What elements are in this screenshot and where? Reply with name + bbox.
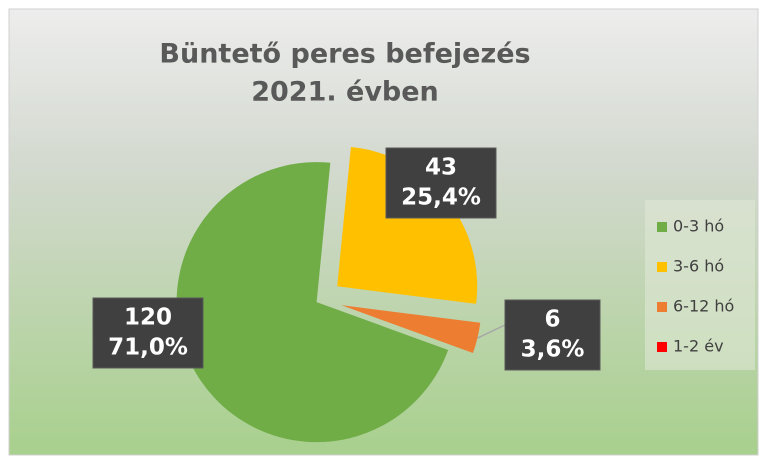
legend-swatch [657, 222, 667, 232]
legend-label: 0-3 hó [673, 217, 724, 236]
legend-label: 6-12 hó [673, 297, 734, 316]
data-label-box [92, 297, 204, 369]
data-label-box [385, 147, 497, 219]
pie-slice [337, 146, 478, 304]
data-label-value: 6 [544, 307, 560, 333]
chart-title: Büntető peres befejezés [159, 39, 530, 70]
data-label-percent: 71,0% [108, 335, 188, 361]
data-label-percent: 25,4% [401, 185, 481, 211]
pie-slice [176, 162, 449, 443]
chart-subtitle: 2021. évben [251, 77, 439, 108]
pie-slice [341, 305, 481, 354]
legend-swatch [657, 262, 667, 272]
legend-swatch [657, 342, 667, 352]
legend-label: 1-2 év [673, 337, 724, 356]
legend-swatch [657, 302, 667, 312]
data-label-value: 120 [124, 305, 172, 331]
leader-line [477, 324, 506, 339]
data-label-box [504, 299, 601, 371]
legend-label: 3-6 hó [673, 257, 724, 276]
data-label-value: 43 [425, 155, 457, 181]
data-label-percent: 3,6% [521, 337, 585, 363]
